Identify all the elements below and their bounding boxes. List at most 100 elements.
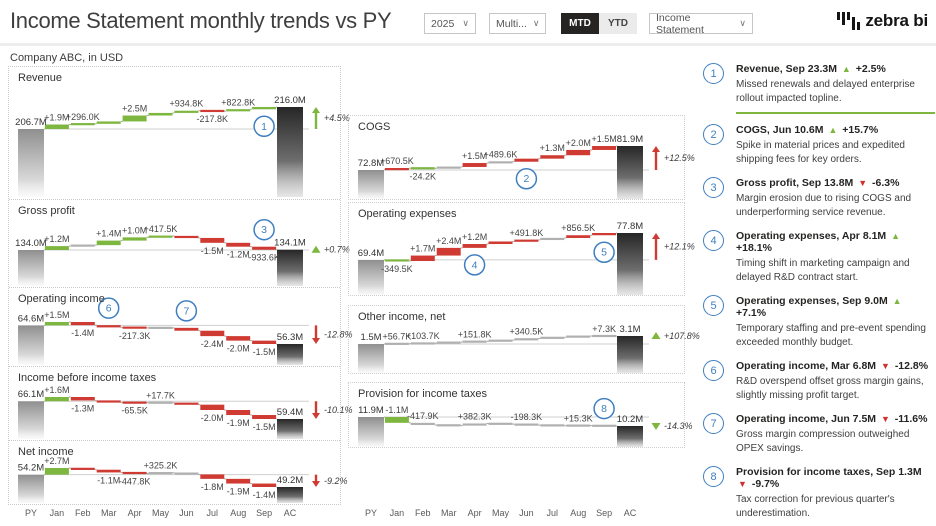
comment-item[interactable]: 1 Revenue, Sep 23.3M ▲ +2.5% Missed rene… [703, 63, 935, 105]
month-axis-label: Apr [128, 508, 142, 518]
comment-item[interactable]: 6 Operating income, Mar 6.8M ▼ -12.8% R&… [703, 360, 935, 402]
svg-text:-198.3K: -198.3K [511, 412, 543, 422]
report-selector-dropdown[interactable]: Income Statement ∨ [649, 12, 753, 36]
annotation-marker-1[interactable]: 1 [253, 115, 275, 138]
month-axis-label: Sep [596, 508, 612, 518]
comment-number-badge[interactable]: 5 [703, 295, 724, 316]
chart-panel-gross-profit: Gross profit +1.2M +1.4M +1.0M +417.5K -1.5M… [9, 199, 350, 287]
year-filter-dropdown[interactable]: 2025 ∨ [424, 13, 476, 34]
comment-item[interactable]: 4 Operating expenses, Apr 8.1M ▲ +18.1% … [703, 230, 935, 284]
comment-number-badge[interactable]: 6 [703, 360, 724, 381]
chart-panel-operating-expenses: Operating expenses -349.5K +1.7M +2.4M +1.2… [348, 202, 695, 296]
report-header: Income Statement monthly trends vs PY 20… [0, 0, 936, 46]
svg-text:-12.8%: -12.8% [324, 330, 353, 340]
svg-text:+15.3K: +15.3K [564, 414, 593, 424]
svg-text:+1.5M: +1.5M [591, 134, 616, 144]
svg-text:+12.1%: +12.1% [664, 241, 695, 251]
svg-text:+12.5%: +12.5% [664, 153, 695, 163]
month-axis-label: Aug [230, 508, 246, 518]
comment-item[interactable]: 8 Provision for income taxes, Sep 1.3M ▼… [703, 466, 935, 520]
zebra-bi-logo-text: zebra bi [865, 11, 928, 30]
annotation-marker-2[interactable]: 2 [515, 167, 538, 190]
comment-description: Temporary staffing and pre-event spendin… [736, 323, 926, 348]
svg-text:49.2M: 49.2M [277, 475, 303, 486]
comment-title: Gross profit, Sep 13.8M ▼ -6.3% [736, 177, 900, 189]
svg-text:-1.3M: -1.3M [71, 403, 94, 413]
svg-text:-1.1M: -1.1M [385, 405, 408, 415]
waterfall-chart-operating-income[interactable]: +1.5M-1.4M -217.3K -2.4M -2.0M -1.5M 64.6M 56.… [9, 288, 353, 365]
comment-number-badge[interactable]: 3 [703, 177, 724, 198]
svg-text:+1.5M: +1.5M [44, 310, 69, 320]
svg-text:+1.3M: +1.3M [540, 143, 565, 153]
svg-text:+7.3K: +7.3K [592, 324, 616, 334]
svg-text:+17.7K: +17.7K [146, 391, 175, 401]
svg-text:+2.0M: +2.0M [566, 138, 591, 148]
svg-text:-1.9M: -1.9M [227, 487, 250, 497]
svg-text:+382.3K: +382.3K [458, 412, 492, 422]
month-axis-label: PY [25, 508, 37, 518]
svg-text:+4.5%: +4.5% [324, 113, 350, 123]
mtd-ytd-toggle: MTD YTD [561, 13, 637, 34]
variance-triangle-icon: ▼ [738, 479, 747, 489]
svg-text:+489.6K: +489.6K [484, 150, 518, 160]
variance-triangle-icon: ▼ [880, 361, 890, 371]
svg-text:+1.0M: +1.0M [122, 225, 147, 235]
month-axis-label: May [492, 508, 510, 518]
comment-title: Revenue, Sep 23.3M ▲ +2.5% [736, 63, 886, 75]
variance-triangle-icon: ▲ [828, 125, 838, 135]
waterfall-chart-provision-taxes[interactable]: -1.1M-417.9K +382.3K -198.3K +15.3K 11.9M 10.… [349, 383, 693, 447]
company-label: Company ABC, in USD [10, 52, 124, 64]
svg-text:11.9M: 11.9M [358, 405, 384, 416]
toggle-ytd[interactable]: YTD [599, 13, 637, 34]
comment-item[interactable]: 2 COGS, Jun 10.6M ▲ +15.7% Spike in mate… [703, 124, 935, 166]
toggle-mtd[interactable]: MTD [561, 13, 599, 34]
comment-item[interactable]: 7 Operating income, Jun 7.5M ▼ -11.6% Gr… [703, 413, 935, 455]
annotation-marker-3[interactable]: 3 [253, 218, 275, 241]
chart-title: Revenue [18, 72, 63, 84]
svg-text:54.2M: 54.2M [18, 463, 44, 474]
variance-triangle-icon: ▲ [892, 296, 902, 306]
svg-text:3: 3 [261, 224, 267, 236]
annotation-marker-7[interactable]: 7 [175, 300, 198, 322]
svg-text:-10.1%: -10.1% [324, 405, 353, 415]
annotation-marker-5[interactable]: 5 [593, 241, 615, 263]
comment-description: Gross margin compression outweighed OPEX… [736, 429, 910, 454]
svg-text:-1.4M: -1.4M [253, 490, 276, 500]
chart-title: Net income [18, 446, 74, 458]
comment-description: Spike in material prices and expedited s… [736, 140, 905, 165]
month-axis-label: Jul [547, 508, 559, 518]
month-axis-left: PY Jan Feb Mar Apr May Jun Jul Aug Sep AC [25, 508, 297, 518]
waterfall-chart-operating-expenses[interactable]: -349.5K +1.7M+2.4M +1.2M +491.8K +856.5K 69.4… [349, 203, 695, 295]
svg-text:206.7M: 206.7M [15, 117, 47, 128]
month-filter-value: Multi... [496, 17, 527, 30]
chart-title: Provision for income taxes [358, 388, 487, 400]
comment-item[interactable]: 5 Operating expenses, Sep 9.0M ▲ +7.1% T… [703, 295, 935, 349]
waterfall-chart-cogs[interactable]: +670.5K-24.2K+1.5M+489.6K+1.3M+2.0M +1.5M… [349, 116, 695, 199]
svg-text:+1.6M: +1.6M [44, 385, 69, 395]
month-filter-dropdown[interactable]: Multi... ∨ [489, 13, 546, 34]
comment-number-badge[interactable]: 4 [703, 230, 724, 251]
comment-number-badge[interactable]: 8 [703, 466, 724, 487]
comment-description: Missed renewals and delayed enterprise r… [736, 79, 915, 104]
month-axis-label: May [152, 508, 170, 518]
waterfall-chart-income-before-taxes[interactable]: +1.6M-1.3M -65.5K +17.7K -2.0M-1.9M -1.5M 66.… [9, 367, 353, 439]
svg-text:-1.8M: -1.8M [201, 482, 224, 492]
waterfall-chart-revenue[interactable]: +1.9M+296.0K +2.5M +934.8K -217.8K +822.8K 20… [9, 67, 350, 197]
comment-number-badge[interactable]: 1 [703, 63, 724, 84]
waterfall-chart-other-income[interactable]: +56.7K+103.7K +151.8K +340.5K +7.3K 1.5M 3.1M… [349, 306, 700, 373]
svg-text:72.8M: 72.8M [358, 158, 384, 169]
annotation-marker-8[interactable]: 8 [593, 397, 615, 420]
waterfall-chart-gross-profit[interactable]: +1.2M +1.4M +1.0M+417.5K -1.5M -1.2M-933.6K 1… [9, 200, 350, 286]
waterfall-chart-net-income[interactable]: +2.7M -1.1M-447.8K +325.2K -1.8M -1.9M -1.4M 5… [9, 441, 348, 503]
annotation-marker-6[interactable]: 6 [97, 297, 120, 319]
comment-title: Operating income, Jun 7.5M ▼ -11.6% [736, 413, 928, 425]
svg-text:10.2M: 10.2M [617, 414, 643, 425]
comment-item[interactable]: 3 Gross profit, Sep 13.8M ▼ -6.3% Margin… [703, 177, 935, 219]
svg-text:+2.5M: +2.5M [122, 104, 147, 114]
chart-panel-other-income: Other income, net +56.7K +103.7K +151.8K +3… [348, 305, 700, 374]
chart-title: COGS [358, 121, 391, 133]
comment-number-badge[interactable]: 7 [703, 413, 724, 434]
comment-number-badge[interactable]: 2 [703, 124, 724, 145]
annotation-marker-4[interactable]: 4 [463, 254, 486, 276]
month-axis-label: Feb [415, 508, 431, 518]
